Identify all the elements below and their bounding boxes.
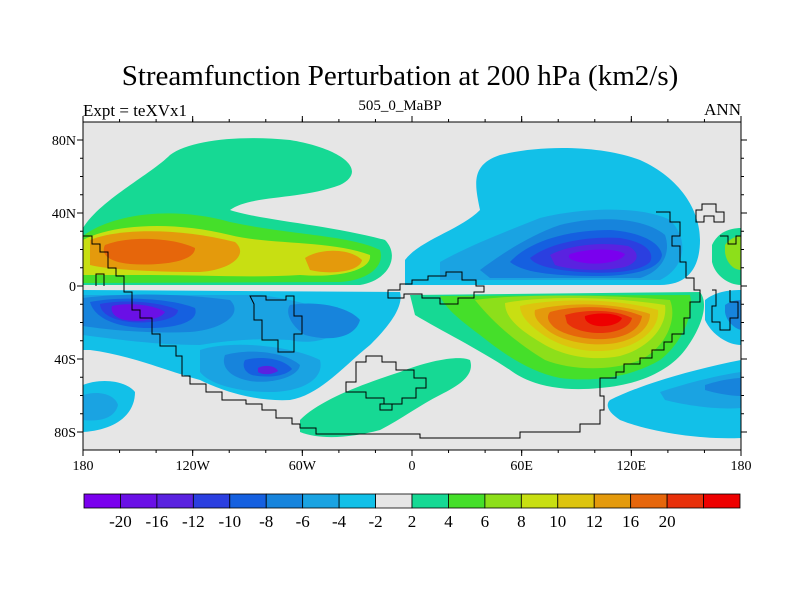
- contour-region: [83, 393, 118, 421]
- lon-label: 120E: [617, 459, 647, 474]
- contour-region: [111, 304, 165, 321]
- contour-region: [258, 365, 278, 375]
- contour-region: [568, 249, 625, 264]
- colorbar-box: [375, 493, 413, 509]
- colorbar-label: 16: [622, 512, 639, 531]
- contour-region: [725, 300, 741, 330]
- colorbar-box: [338, 493, 376, 509]
- colorbar-box: [666, 493, 704, 509]
- lat-label: 80N: [52, 134, 76, 149]
- contour-region: [705, 378, 741, 396]
- coastline: [249, 295, 303, 353]
- season-label: ANN: [704, 100, 741, 119]
- lon-label: 120W: [176, 459, 211, 474]
- colorbar-labels: -20 -16 -12 -10 -8 -6 -4 -2 2 4 6 8 10 12 16 20: [109, 512, 676, 531]
- colorbar-box: [484, 493, 522, 509]
- coastline: [326, 211, 701, 439]
- contour-region: [305, 250, 362, 273]
- plot-title: Streamfunction Perturbation at 200 hPa (…: [121, 60, 679, 92]
- colorbar-label: 6: [481, 512, 490, 531]
- lat-label: 40N: [52, 207, 76, 222]
- colorbar-box: [703, 493, 741, 509]
- colorbar: [83, 493, 741, 509]
- coastline: [83, 235, 326, 435]
- colorbar-label: -2: [368, 512, 382, 531]
- colorbar-box: [120, 493, 158, 509]
- lat-label: 40S: [54, 353, 76, 368]
- colorbar-box: [411, 493, 449, 509]
- coastline: [95, 273, 105, 286]
- coastline: [345, 355, 427, 405]
- colorbar-box: [192, 493, 231, 509]
- lon-label: 60E: [510, 459, 533, 474]
- coastline: [695, 203, 725, 223]
- colorbar-label: 20: [659, 512, 676, 531]
- colorbar-box: [448, 493, 486, 509]
- colorbar-label: -16: [146, 512, 169, 531]
- lon-label: 0: [409, 459, 416, 474]
- colorbar-label: 4: [444, 512, 453, 531]
- colorbar-box: [630, 493, 668, 509]
- colorbar-label: -10: [218, 512, 241, 531]
- colorbar-box: [265, 493, 304, 509]
- contour-region: [584, 313, 622, 327]
- colorbar-label: -8: [259, 512, 273, 531]
- colorbar-label: -6: [296, 512, 310, 531]
- colorbar-box: [593, 493, 632, 509]
- contour-field: [83, 122, 741, 450]
- colorbar-box: [156, 493, 194, 509]
- colorbar-label: 2: [408, 512, 417, 531]
- contour-region: [103, 238, 195, 265]
- coastline: [387, 271, 485, 305]
- colorbar-label: -20: [109, 512, 132, 531]
- case-label: 505_0_MaBP: [358, 98, 442, 114]
- contour-region: [300, 358, 471, 438]
- colorbar-box: [229, 493, 267, 509]
- coastline: [720, 235, 741, 245]
- contour-region: [288, 303, 360, 339]
- lon-label: 180: [731, 459, 752, 474]
- lat-label: 0: [69, 280, 76, 295]
- lat-label: 80S: [54, 426, 76, 441]
- colorbar-box: [83, 493, 121, 509]
- colorbar-label: 10: [549, 512, 566, 531]
- colorbar-label: 12: [586, 512, 603, 531]
- colorbar-label: -12: [182, 512, 205, 531]
- axis-ticks: [77, 116, 747, 456]
- lon-label: 60W: [289, 459, 317, 474]
- colorbar-box: [520, 493, 559, 509]
- colorbar-label: -4: [332, 512, 347, 531]
- experiment-label: Expt = teXVx1: [83, 101, 188, 120]
- colorbar-box: [302, 493, 340, 509]
- coastline: [379, 403, 393, 411]
- lon-label: 180: [73, 459, 94, 474]
- colorbar-label: 8: [517, 512, 526, 531]
- colorbar-box: [557, 493, 595, 509]
- coastline: [711, 289, 739, 331]
